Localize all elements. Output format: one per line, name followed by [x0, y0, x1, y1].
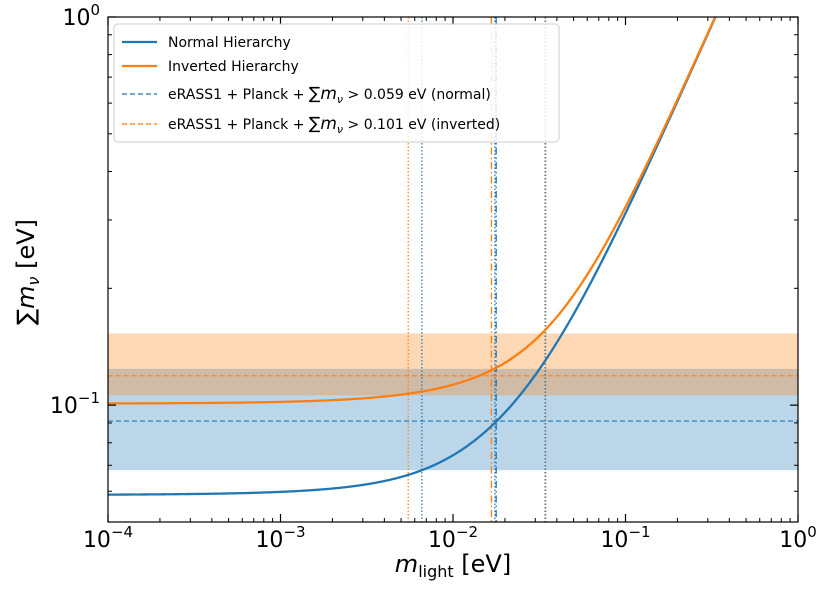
- x-tick-label: 10−2: [428, 523, 478, 553]
- x-tick-exponent: −2: [456, 523, 478, 541]
- x-tick-base: 10: [255, 528, 283, 553]
- x-axis-title: mlight [eV]: [395, 550, 511, 581]
- y-tick-label: 100: [62, 1, 100, 31]
- y-tick-base: 10: [50, 394, 78, 419]
- confidence-band-inverted: [108, 333, 798, 396]
- x-tick-label: 100: [779, 523, 817, 553]
- legend-label-part: ν: [337, 123, 343, 136]
- legend-label-part: eRASS1 + Planck +: [168, 117, 309, 133]
- x-tick-base: 10: [83, 528, 111, 553]
- x-tick-label: 10−3: [255, 523, 305, 553]
- legend-label-part: ∑m: [309, 114, 337, 134]
- legend: Normal Hierarchy Inverted Hierarchy eRASS1…: [113, 23, 560, 143]
- legend-label-part: > 0.101 eV (inverted): [343, 117, 500, 133]
- legend-label: eRASS1 + Planck + ∑mν > 0.101 eV (invert…: [168, 114, 500, 136]
- x-tick-exponent: 0: [807, 523, 817, 541]
- y-tick-base: 10: [62, 6, 90, 31]
- hierarchy-curves: [108, 17, 717, 496]
- legend-label: Normal Hierarchy: [168, 35, 291, 51]
- x-tick-base: 10: [428, 528, 456, 553]
- legend-box: [113, 23, 560, 143]
- legend-label-part: ν: [337, 93, 343, 106]
- y-tick-label: 10−1: [50, 389, 100, 419]
- y-tick-exponent: −1: [78, 389, 100, 407]
- legend-label-part: ∑m: [309, 84, 337, 104]
- y-axis-title: ∑mν [eV]: [12, 219, 43, 325]
- horizontal-lines: [108, 375, 798, 422]
- x-tick-exponent: −3: [283, 523, 305, 541]
- x-tick-label: 10−4: [83, 523, 133, 553]
- legend-label-part: > 0.059 eV (normal): [343, 87, 491, 103]
- x-tick-base: 10: [600, 528, 628, 553]
- y-tick-exponent: 0: [90, 1, 100, 19]
- x-tick-exponent: −1: [628, 523, 650, 541]
- legend-label: eRASS1 + Planck + ∑mν > 0.059 eV (normal…: [168, 84, 491, 106]
- legend-label: Inverted Hierarchy: [168, 59, 299, 75]
- legend-label-part: eRASS1 + Planck +: [168, 87, 309, 103]
- axis-ticks: [107, 16, 799, 522]
- x-tick-base: 10: [779, 528, 807, 553]
- vertical-lines: [407, 17, 547, 522]
- x-tick-labels: 10−4 10−3 10−2 10−1 100: [83, 523, 817, 553]
- x-tick-exponent: −4: [111, 523, 133, 541]
- x-tick-label: 10−1: [600, 523, 650, 553]
- curve-inverted-hierarchy: [108, 17, 717, 405]
- curve-normal-hierarchy: [108, 17, 717, 496]
